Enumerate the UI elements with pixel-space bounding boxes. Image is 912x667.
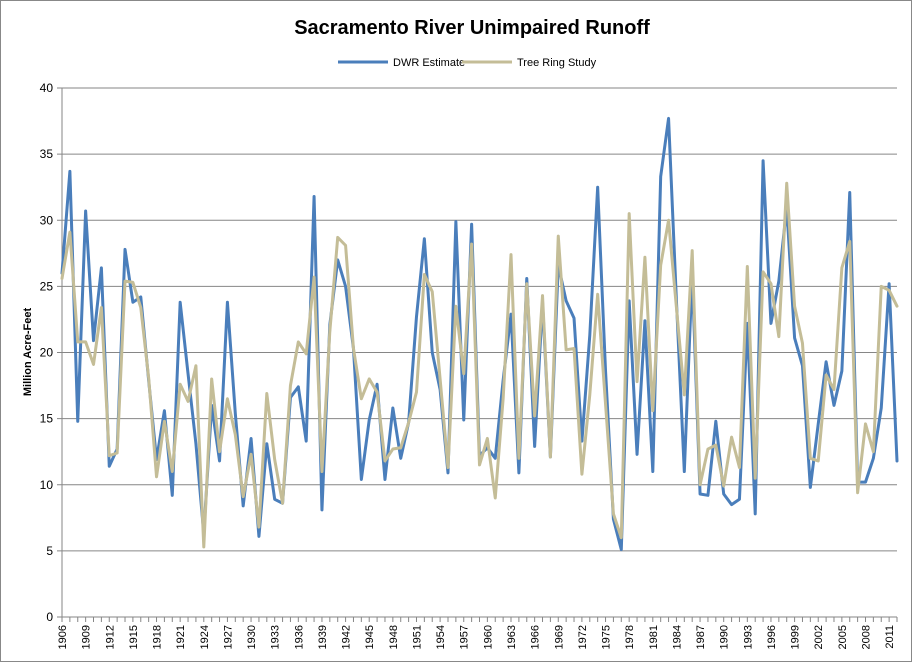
y-tick-label: 35 (40, 147, 54, 161)
x-tick-label: 1954 (435, 625, 447, 649)
x-tick-label: 1918 (152, 625, 164, 649)
x-tick-label: 2002 (813, 625, 825, 649)
x-tick-label: 1963 (506, 625, 518, 649)
series-lines (60, 116, 899, 552)
legend-label-dwr: DWR Estimate (393, 57, 465, 69)
y-tick-label: 40 (40, 81, 54, 95)
x-tick-label: 2005 (837, 625, 849, 649)
x-tick-label: 1906 (57, 625, 69, 649)
x-tick-label: 1936 (293, 625, 305, 649)
y-tick-label: 25 (40, 279, 54, 293)
y-axis-label: Million Acre-Feet (22, 308, 34, 397)
y-tick-label: 0 (46, 610, 53, 624)
x-tick-label: 1909 (81, 625, 93, 649)
axes: 0 5 10 15 20 25 30 35 40 1906 1909 1912 1915 1918 1921… (40, 81, 898, 649)
chart-title: Sacramento River Unimpaired Runoff (294, 17, 650, 39)
x-tick-label: 1942 (341, 625, 353, 649)
x-tick-label: 1990 (719, 625, 731, 649)
x-tick-label: 2008 (860, 625, 872, 649)
x-tick-label: 1933 (270, 625, 282, 649)
x-tick-label: 1912 (104, 625, 116, 649)
y-tick-label: 15 (40, 412, 54, 426)
x-tick-label: 1975 (601, 625, 613, 649)
x-tick-label: 1951 (411, 625, 423, 649)
x-tick-label: 1969 (553, 625, 565, 649)
x-tick-label: 1924 (199, 625, 211, 649)
x-tick-label: 1921 (175, 625, 187, 649)
x-tick-label: 1981 (648, 625, 660, 649)
x-tick-label: 2011 (884, 625, 896, 649)
y-tick-label: 30 (40, 213, 54, 227)
x-tick-label: 1945 (364, 625, 376, 649)
x-tick-label: 1915 (128, 625, 140, 649)
y-tick-label: 10 (40, 478, 54, 492)
x-tick-label: 1927 (222, 625, 234, 649)
x-tick-label: 1972 (577, 625, 589, 649)
x-tick-label: 1984 (671, 625, 683, 649)
x-tick-label: 1993 (742, 625, 754, 649)
x-tick-label: 1966 (530, 625, 542, 649)
x-tick-label: 1996 (766, 625, 778, 649)
y-tick-label: 20 (40, 346, 54, 360)
x-tick-label: 1960 (482, 625, 494, 649)
legend: DWR Estimate Tree Ring Study (338, 57, 597, 69)
x-tick-label: 1939 (317, 625, 329, 649)
x-tick-label: 1978 (624, 625, 636, 649)
x-tick-label: 1930 (246, 625, 258, 649)
legend-label-tree-ring: Tree Ring Study (517, 57, 597, 69)
x-tick-label: 1987 (695, 625, 707, 649)
x-tick-label: 1948 (388, 625, 400, 649)
y-tick-label: 5 (46, 544, 53, 558)
x-tick-label: 1999 (790, 625, 802, 649)
x-tick-label: 1957 (459, 625, 471, 649)
series-line-tree-ring-study (60, 181, 899, 549)
